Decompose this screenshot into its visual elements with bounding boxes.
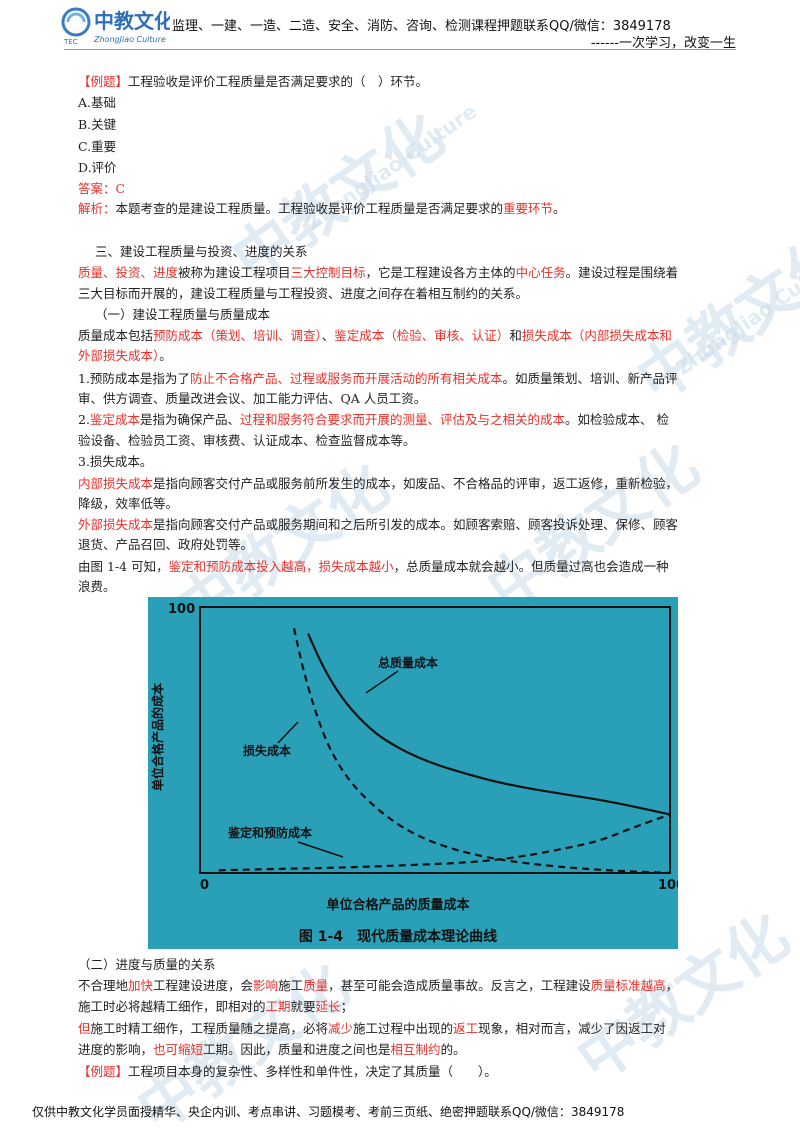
logo-text: 中教文化 [94, 9, 170, 33]
paragraph-2-line-2: 外部损失成本）。 [78, 346, 172, 366]
chart-svg: 100 0 100 单位合格产品的质量成本 单位合格产品的成本 图 1-4 现代… [148, 597, 678, 949]
series-label-total: 总质量成本 [378, 655, 438, 670]
option-c: C.重要 [78, 137, 116, 157]
external-loss-line-2: 退货、产品召回、政府处罚等。 [78, 535, 253, 555]
option-a: A.基础 [78, 93, 116, 113]
subheading-2: （二）进度与质量的关系 [78, 955, 216, 975]
item-1-line-2: 审、供方调查、质量改进会议、加工能力评估、QA 人员工资。 [78, 389, 426, 409]
subheading-1: （一）建设工程质量与质量成本 [95, 305, 270, 325]
option-b: B.关键 [78, 115, 116, 135]
internal-loss-line-2: 降级，效率低等。 [78, 494, 178, 514]
x-tick-label: 0 [200, 878, 209, 893]
internal-loss: 内部损失成本是指向顾客交付产品或服务前所发生的成本，如废品、不合格品的评审，返工… [78, 474, 678, 494]
item-2: 2.鉴定成本是指为确保产品、过程和服务符合要求而开展的测量、评估及与之相关的成本… [78, 410, 669, 430]
header-divider [64, 49, 736, 50]
watermark-sub: ZhongJiao Culture [671, 244, 800, 380]
logo-abbr: TEC [63, 38, 78, 46]
paragraph-2: 质量成本包括预防成本（策划、培训、调查）、鉴定成本（检验、审核、认证）和损失成本… [78, 326, 672, 346]
section-heading: 三、建设工程质量与投资、进度的关系 [95, 242, 308, 262]
y-tick-label: 100 [168, 602, 195, 617]
item-2-line-2: 验设备、检验员工资、审核费、认证成本、检查监督成本等。 [78, 431, 416, 451]
analysis: 解析：本题考查的是建设工程质量。工程验收是评价工程质量是否满足要求的重要环节。 [78, 199, 566, 219]
paragraph-4: 但施工时精工细作，工程质量随之提高，必将减少施工过程中出现的返工现象，相对而言，… [78, 1019, 666, 1039]
figure-ref-line-2: 浪费。 [78, 577, 116, 597]
item-1: 1.预防成本是指为了防止不合格产品、过程或服务而开展活动的所有相关成本。如质量策… [78, 369, 677, 389]
brand-logo: 中教文化 ZhongJiao Culture TEC [60, 6, 170, 46]
quality-cost-chart: 100 0 100 单位合格产品的质量成本 单位合格产品的成本 图 1-4 现代… [148, 597, 678, 949]
paragraph-1: 质量、投资、进度被称为建设工程项目三大控制目标，它是工程建设各方主体的中心任务。… [78, 263, 678, 283]
paragraph-1-line-2: 三大目标而开展的，建设工程质量与工程投资、进度之间存在着相互制约的关系。 [78, 284, 528, 304]
series-line-2 [219, 814, 670, 870]
page-header: 中教文化 ZhongJiao Culture TEC 监理、一建、一造、二造、安… [0, 0, 800, 50]
external-loss: 外部损失成本是指向顾客交付产品或服务期间和之后所引发的成本。如顾客索赔、顾客投诉… [78, 515, 678, 535]
figure-ref: 由图 1-4 可知，鉴定和预防成本投入越高，损失成本越小，总质量成本就会越小。但… [78, 557, 669, 577]
answer: 答案：C [78, 179, 125, 199]
option-d: D.评价 [78, 158, 117, 178]
item-3: 3.损失成本。 [78, 452, 152, 472]
series-label-total-pointer [366, 671, 398, 693]
series-label-appraisal: 鉴定和预防成本 [227, 825, 312, 840]
series-label-appraisal-pointer [298, 842, 343, 857]
x-axis-label: 单位合格产品的质量成本 [326, 897, 469, 913]
series-line-0 [308, 634, 670, 815]
question-1-stem: 【例题】工程验收是评价工程质量是否满足要求的（ ）环节。 [78, 72, 428, 92]
logo-subtext: ZhongJiao Culture [93, 35, 166, 44]
series-label-loss: 损失成本 [243, 743, 291, 758]
question-2-stem: 【例题】工程项目本身的复杂性、多样性和单件性，决定了其质量（ ）。 [78, 1062, 497, 1082]
paragraph-3-line-2: 施工时必将越精工细作，即相对的工期就要延长； [78, 997, 353, 1017]
logo-emblem-icon: 中教文化 ZhongJiao Culture TEC [60, 6, 170, 46]
page-footer: 仅供中教文化学员面授精华、央企内训、考点串讲、习题模考、考前三页纸、绝密押题联系… [32, 1103, 624, 1120]
y-axis-label: 单位合格产品的成本 [150, 683, 165, 791]
paragraph-3: 不合理地加快工程建设进度，会影响施工质量，甚至可能会造成质量事故。反言之，工程建… [78, 976, 678, 996]
chart-title: 图 1-4 现代质量成本理论曲线 [299, 928, 497, 945]
paragraph-4-line-2: 进度的影响，也可缩短工期。因此，质量和进度之间也是相互制约的。 [78, 1040, 466, 1060]
x-tick-label: 100 [658, 878, 678, 893]
series-label-loss-pointer [278, 722, 298, 743]
